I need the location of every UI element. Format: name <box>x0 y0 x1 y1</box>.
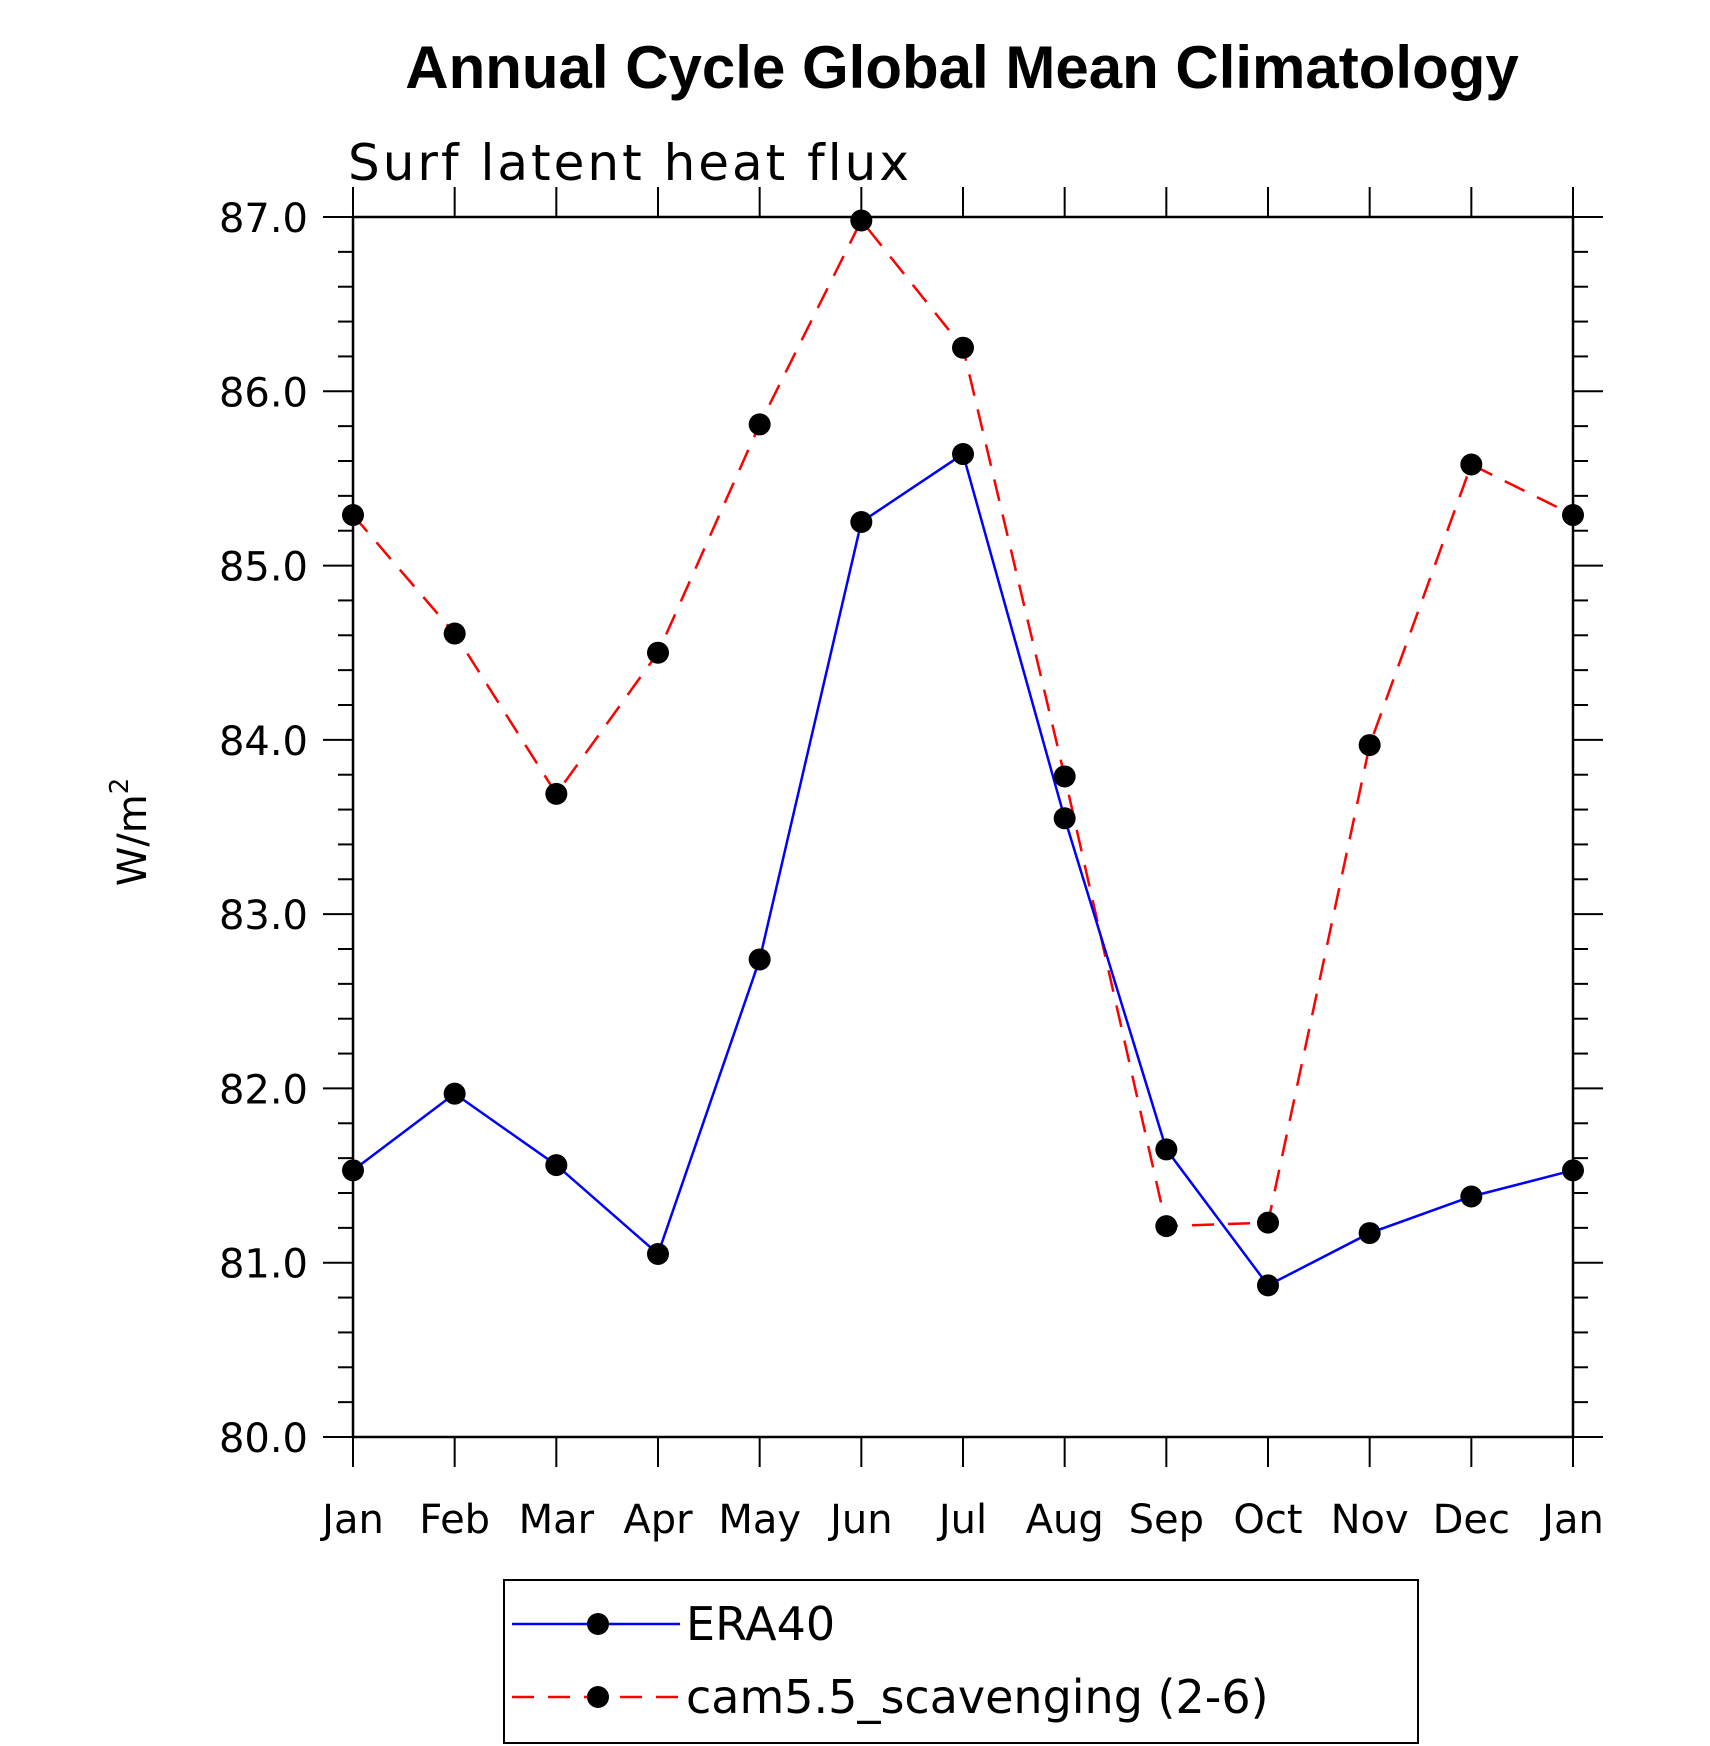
legend-label-cam5-5-scavenging: cam5.5_scavenging (2-6) <box>686 1670 1269 1724</box>
data-point-era40 <box>443 1082 466 1105</box>
x-tick-label: Aug <box>1026 1497 1104 1543</box>
plot-frame <box>351 215 1575 1439</box>
y-tick-label: 84.0 <box>219 719 308 765</box>
data-point-cam5-5-scavenging <box>1358 734 1381 757</box>
data-point-era40 <box>545 1154 568 1177</box>
x-tick-label: Oct <box>1233 1497 1302 1543</box>
data-point-cam5-5-scavenging <box>1460 453 1483 476</box>
data-point-era40 <box>647 1243 669 1265</box>
data-point-cam5-5-scavenging <box>647 641 669 664</box>
x-tick-label: Jan <box>319 1497 384 1543</box>
legend-marker-era40 <box>587 1613 609 1635</box>
legend-label-era40: ERA40 <box>686 1597 835 1651</box>
y-axis-label: W/m2 <box>105 778 156 887</box>
data-point-cam5-5-scavenging <box>443 622 466 645</box>
x-tick-label: Jun <box>827 1497 893 1543</box>
x-tick-label: Mar <box>519 1497 595 1543</box>
y-tick-label: 85.0 <box>219 545 308 591</box>
y-tick-label: 80.0 <box>219 1416 308 1462</box>
data-point-cam5-5-scavenging <box>342 504 364 527</box>
x-tick-label: Jan <box>1539 1497 1604 1543</box>
data-point-cam5-5-scavenging <box>1053 765 1076 788</box>
chart-subtitle: Surf latent heat flux <box>348 134 912 192</box>
x-tick-label: Nov <box>1331 1497 1409 1543</box>
x-tick-label: Sep <box>1129 1497 1204 1543</box>
data-point-cam5-5-scavenging <box>952 336 974 359</box>
data-point-era40 <box>850 511 873 533</box>
data-point-era40 <box>1257 1274 1279 1297</box>
x-tick-label: Dec <box>1433 1497 1510 1543</box>
y-tick-label: 83.0 <box>219 893 308 939</box>
y-tick-label: 86.0 <box>219 370 308 416</box>
data-point-era40 <box>1460 1185 1483 1208</box>
data-point-era40 <box>1562 1159 1584 1182</box>
legend-box <box>503 1579 1419 1744</box>
y-axis-label-text: W/m <box>110 794 156 886</box>
data-point-era40 <box>952 443 974 466</box>
series-line-era40 <box>352 452 1574 1287</box>
data-point-era40 <box>1053 807 1076 830</box>
data-point-era40 <box>342 1159 364 1182</box>
x-tick-labels: Jan Feb Mar Apr May Jun Jul Aug Sep Oct Nov Dec Jan <box>319 1497 1604 1543</box>
y-tick-label: 82.0 <box>219 1067 308 1113</box>
data-point-cam5-5-scavenging <box>545 782 568 805</box>
series-line-cam5-5-scavenging <box>352 218 1574 1228</box>
data-point-cam5-5-scavenging <box>1257 1211 1279 1234</box>
legend: ERA40 cam5.5_scavenging (2-6) <box>503 1579 1419 1744</box>
data-point-cam5-5-scavenging <box>748 413 771 436</box>
data-point-era40 <box>748 948 771 971</box>
axes <box>323 187 1603 1467</box>
x-tick-label: Apr <box>623 1497 693 1543</box>
y-axis-label-superscript: 2 <box>105 778 135 795</box>
y-tick-label: 81.0 <box>219 1242 308 1288</box>
data-point-cam5-5-scavenging <box>1562 504 1584 527</box>
legend-marker-cam5-5-scavenging <box>587 1686 609 1708</box>
x-tick-label: May <box>718 1497 801 1543</box>
data-point-era40 <box>1358 1222 1381 1245</box>
x-tick-label: Jul <box>936 1497 987 1543</box>
chart-title: Annual Cycle Global Mean Climatology <box>405 34 1519 101</box>
data-point-cam5-5-scavenging <box>850 209 873 232</box>
data-point-era40 <box>1155 1138 1178 1161</box>
data-point-cam5-5-scavenging <box>1155 1215 1178 1238</box>
y-tick-labels: 80.0 81.0 82.0 83.0 84.0 85.0 86.0 87.0 <box>219 196 308 1462</box>
plot-series <box>342 209 1584 1297</box>
x-tick-label: Feb <box>419 1497 490 1543</box>
y-tick-label: 87.0 <box>219 196 308 242</box>
